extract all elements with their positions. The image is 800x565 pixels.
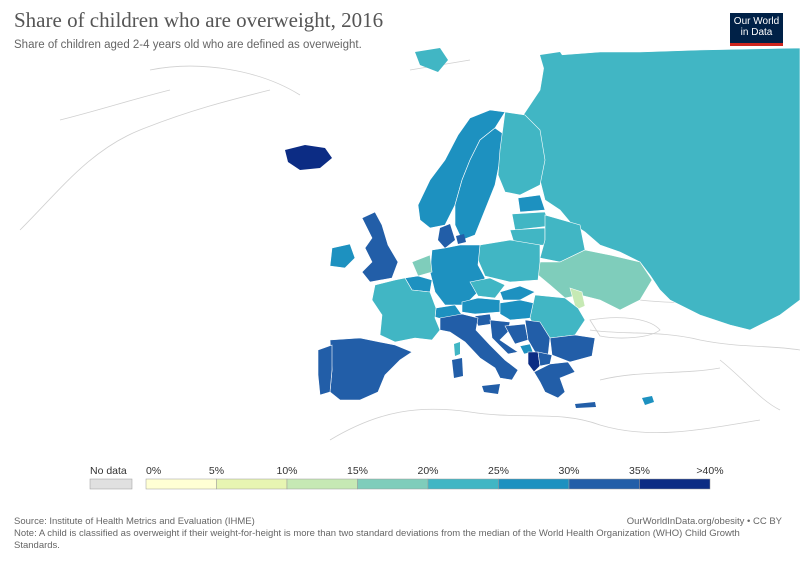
region-greece[interactable]: [533, 361, 576, 399]
logo-line-2: in Data: [740, 27, 773, 38]
region-slovakia[interactable]: [499, 285, 536, 301]
legend-tick-label: 30%: [558, 465, 579, 477]
region-ukraine[interactable]: [537, 249, 653, 311]
legend-ticks: 0% 5% 10% 15% 20% 25% 30% 35% >40%: [146, 465, 724, 477]
legend-tick-label: 35%: [629, 465, 650, 477]
source-text: Source: Institute of Health Metrics and …: [14, 516, 255, 527]
region-svalbard[interactable]: [415, 48, 448, 72]
region-iceland[interactable]: [285, 145, 332, 170]
region-italy[interactable]: [439, 313, 519, 381]
region-crete[interactable]: [575, 402, 596, 408]
legend-tick-label: 10%: [276, 465, 297, 477]
region-portugal[interactable]: [317, 344, 333, 396]
source-url[interactable]: OurWorldInData.org/obesity • CC BY: [626, 516, 782, 527]
region-ireland[interactable]: [329, 243, 356, 269]
logo-line-1: Our World: [733, 16, 780, 27]
legend-bins: [145, 478, 711, 490]
legend-bin[interactable]: [568, 478, 640, 490]
region-corsica[interactable]: [454, 342, 460, 356]
region-poland[interactable]: [477, 239, 541, 283]
legend-tick-label: 25%: [488, 465, 509, 477]
legend-bin[interactable]: [498, 478, 570, 490]
region-albania[interactable]: [527, 351, 541, 373]
legend-tick-label: 20%: [417, 465, 438, 477]
region-moldova[interactable]: [569, 287, 586, 311]
region-estonia[interactable]: [517, 194, 546, 213]
chart-subtitle: Share of children aged 2-4 years old who…: [14, 39, 362, 51]
legend-bin[interactable]: [357, 478, 429, 490]
legend-bin[interactable]: [216, 478, 288, 490]
legend-tick-label: >40%: [696, 465, 723, 477]
legend-tick-label: 5%: [209, 465, 224, 477]
region-sicily[interactable]: [482, 384, 500, 394]
region-cyprus[interactable]: [642, 396, 654, 405]
note-text: Note: A child is classified as overweigh…: [14, 528, 740, 551]
legend-bin[interactable]: [427, 478, 499, 490]
legend-bin[interactable]: [639, 478, 711, 490]
legend: No data 0% 5% 10% 15% 20% 25% 30% 35% >40%: [89, 465, 724, 490]
europe-map: [19, 47, 800, 441]
legend-no-data-swatch: [89, 478, 133, 490]
owid-logo[interactable]: Our World in Data: [730, 13, 783, 46]
region-czechia[interactable]: [469, 277, 506, 299]
legend-tick-label: 0%: [146, 465, 161, 477]
region-croatia[interactable]: [489, 319, 519, 355]
legend-tick-label: 15%: [347, 465, 368, 477]
region-denmark-island[interactable]: [456, 234, 466, 244]
chart-title: Share of children who are overweight, 20…: [14, 8, 384, 32]
legend-bin[interactable]: [286, 478, 358, 490]
region-novaya[interactable]: [540, 52, 575, 85]
region-russia[interactable]: [519, 47, 800, 331]
region-sardinia[interactable]: [452, 358, 463, 378]
legend-bin[interactable]: [145, 478, 217, 490]
region-denmark[interactable]: [438, 224, 455, 248]
region-finland[interactable]: [497, 111, 546, 196]
legend-no-data-label: No data: [90, 465, 127, 477]
region-uk[interactable]: [361, 211, 399, 283]
region-netherlands[interactable]: [411, 254, 433, 277]
